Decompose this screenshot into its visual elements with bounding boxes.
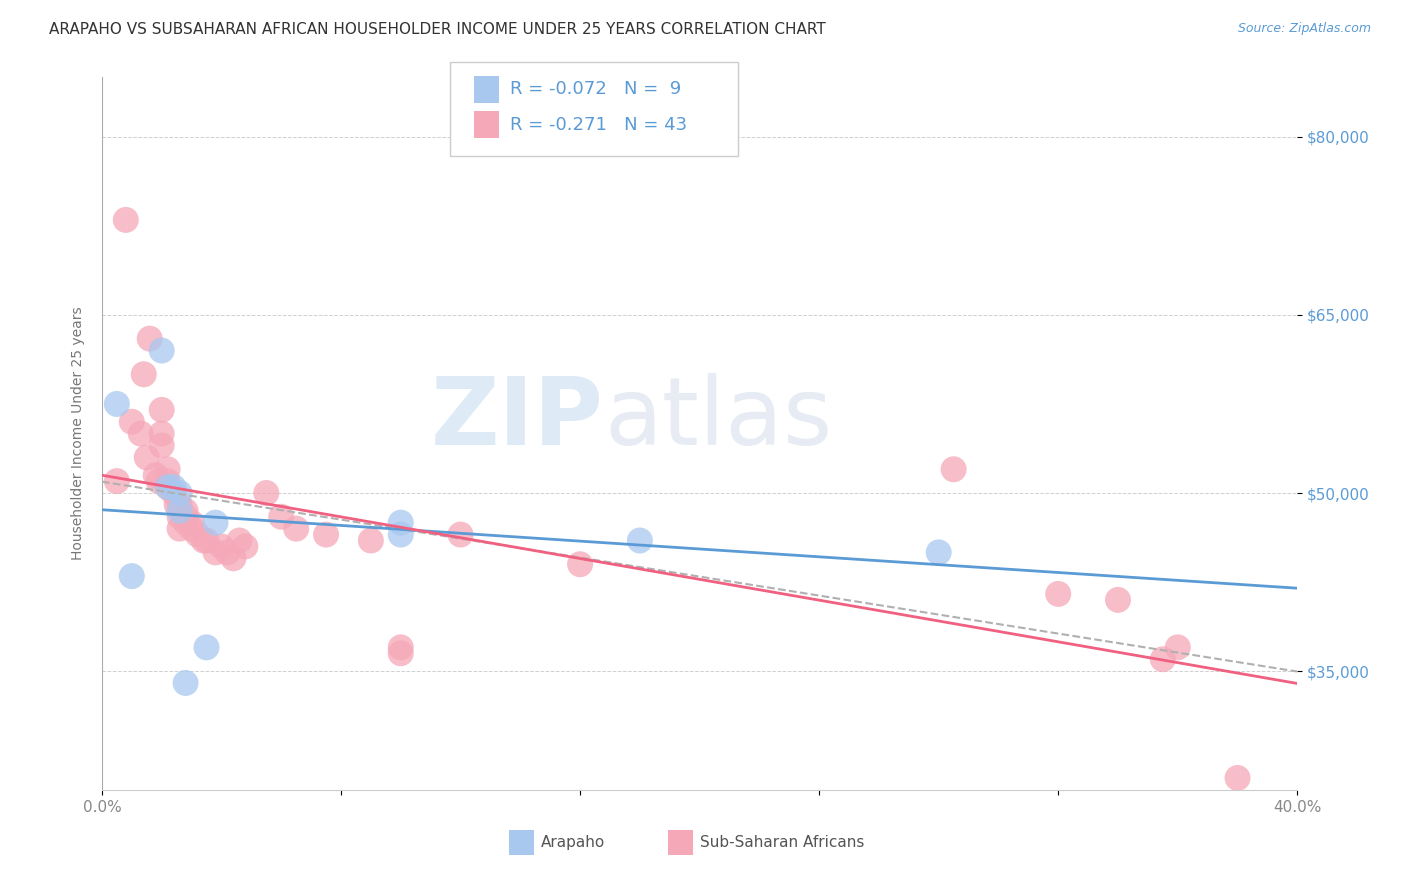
Point — [228, 533, 250, 548]
Point — [942, 462, 965, 476]
Point — [195, 533, 218, 548]
Point — [360, 533, 382, 548]
Text: R = -0.072   N =  9: R = -0.072 N = 9 — [510, 80, 682, 98]
Point — [156, 480, 179, 494]
Point — [1047, 587, 1070, 601]
Point — [132, 368, 155, 382]
Point — [114, 213, 136, 227]
Point — [162, 480, 184, 494]
Point — [285, 522, 308, 536]
Y-axis label: Householder Income Under 25 years: Householder Income Under 25 years — [72, 307, 86, 560]
Point — [129, 426, 152, 441]
Point — [174, 509, 197, 524]
Point — [150, 403, 173, 417]
Text: Sub-Saharan Africans: Sub-Saharan Africans — [700, 835, 865, 849]
Point — [166, 498, 188, 512]
Point — [180, 516, 202, 530]
Point — [222, 551, 245, 566]
Text: atlas: atlas — [605, 374, 832, 466]
Point — [628, 533, 651, 548]
Point — [138, 332, 160, 346]
Point — [105, 397, 128, 411]
Point — [211, 540, 233, 554]
Point — [450, 527, 472, 541]
Text: ZIP: ZIP — [432, 374, 605, 466]
Point — [135, 450, 157, 465]
Point — [169, 522, 191, 536]
Point — [180, 522, 202, 536]
Point — [150, 438, 173, 452]
Point — [174, 516, 197, 530]
Point — [156, 462, 179, 476]
Point — [169, 498, 191, 512]
Point — [204, 516, 226, 530]
Point — [162, 486, 184, 500]
Point — [145, 468, 167, 483]
Point — [174, 676, 197, 690]
Point — [204, 545, 226, 559]
Point — [389, 640, 412, 655]
Point — [389, 646, 412, 660]
Point — [270, 509, 292, 524]
Point — [928, 545, 950, 559]
Point — [1152, 652, 1174, 666]
Point — [569, 558, 592, 572]
Point — [254, 486, 277, 500]
Point — [121, 415, 143, 429]
Point — [235, 540, 257, 554]
Point — [186, 527, 208, 541]
Point — [1226, 771, 1249, 785]
Point — [315, 527, 337, 541]
Point — [174, 504, 197, 518]
Point — [169, 504, 191, 518]
Point — [195, 640, 218, 655]
Point — [193, 533, 215, 548]
Point — [156, 480, 179, 494]
Point — [150, 426, 173, 441]
Point — [150, 343, 173, 358]
Point — [169, 486, 191, 500]
Point — [156, 474, 179, 488]
Point — [1167, 640, 1189, 655]
Text: ARAPAHO VS SUBSAHARAN AFRICAN HOUSEHOLDER INCOME UNDER 25 YEARS CORRELATION CHAR: ARAPAHO VS SUBSAHARAN AFRICAN HOUSEHOLDE… — [49, 22, 825, 37]
Point — [169, 509, 191, 524]
Text: Source: ZipAtlas.com: Source: ZipAtlas.com — [1237, 22, 1371, 36]
Point — [389, 516, 412, 530]
Text: R = -0.271   N = 43: R = -0.271 N = 43 — [510, 116, 688, 134]
Point — [389, 527, 412, 541]
Text: Arapaho: Arapaho — [541, 835, 606, 849]
Point — [121, 569, 143, 583]
Point — [217, 545, 239, 559]
Point — [1107, 592, 1129, 607]
Point — [148, 474, 170, 488]
Point — [105, 474, 128, 488]
